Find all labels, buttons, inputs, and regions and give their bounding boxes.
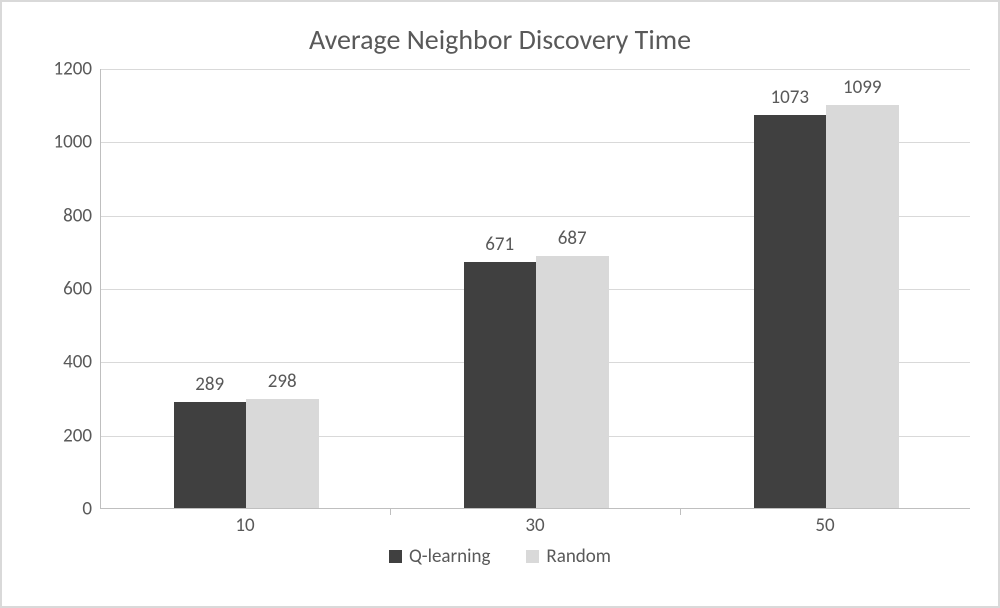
chart-frame: Average Neighbor Discovery Time 0 200 400 6…: [0, 0, 1000, 608]
bar-q-learning: [464, 262, 537, 508]
bar-random: [536, 256, 609, 508]
bar-value-label: 687: [512, 227, 632, 250]
x-tick-mark: [680, 509, 681, 515]
bar-random: [826, 105, 899, 508]
y-tick-label: 1200: [53, 58, 92, 81]
bar-value-label: 1099: [802, 76, 922, 99]
legend-swatch: [526, 550, 539, 563]
gridline: [101, 69, 970, 70]
x-tick-label: 50: [765, 514, 885, 537]
bar-value-label: 298: [222, 370, 342, 393]
chart-area: 020040060080010001200 289298671687107310…: [30, 69, 970, 539]
y-tick-label: 800: [63, 204, 92, 227]
legend-label: Random: [546, 545, 611, 568]
chart-title: Average Neighbor Discovery Time: [12, 22, 988, 57]
legend-label: Q-learning: [409, 545, 490, 568]
y-tick-label: 0: [82, 498, 92, 521]
legend-item: Random: [526, 545, 611, 568]
bar-q-learning: [174, 402, 247, 508]
y-tick-label: 600: [63, 278, 92, 301]
y-tick-label: 1000: [53, 131, 92, 154]
x-tick-mark: [390, 509, 391, 515]
legend: Q-learning Random: [12, 545, 988, 569]
y-tick-label: 400: [63, 351, 92, 374]
bar-q-learning: [754, 115, 827, 508]
bar-random: [246, 399, 319, 508]
y-axis: 020040060080010001200: [30, 69, 100, 509]
legend-swatch: [389, 550, 402, 563]
x-tick-label: 30: [475, 514, 595, 537]
x-tick-label: 10: [185, 514, 305, 537]
legend-item: Q-learning: [389, 545, 490, 568]
y-tick-label: 200: [63, 424, 92, 447]
plot-area: 28929867168710731099: [100, 69, 970, 509]
